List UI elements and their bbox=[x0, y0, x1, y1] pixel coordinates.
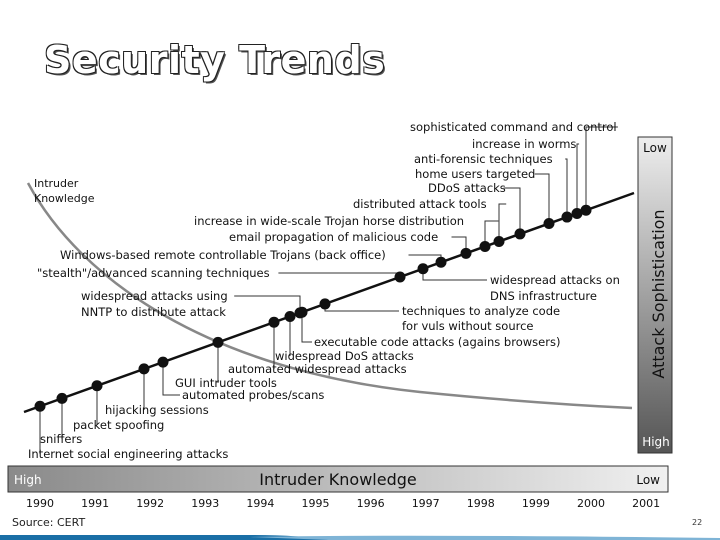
event-label-18: DDoS attacks bbox=[428, 181, 506, 195]
event-marker-11 bbox=[319, 298, 331, 310]
event-leader-17 bbox=[498, 203, 507, 242]
event-label-13-line2: DNS infrastructure bbox=[490, 289, 597, 303]
event-marker-7 bbox=[268, 316, 280, 328]
event-marker-6 bbox=[212, 336, 224, 348]
event-leader-9 bbox=[301, 312, 312, 343]
year-label-1995: 1995 bbox=[302, 497, 330, 510]
event-marker-17 bbox=[493, 235, 505, 247]
event-label-21: increase in worms bbox=[472, 137, 576, 151]
slide-footer-decoration bbox=[0, 535, 720, 540]
year-label-1994: 1994 bbox=[246, 497, 274, 510]
event-marker-1 bbox=[34, 400, 46, 412]
event-marker-12 bbox=[394, 271, 406, 283]
year-axis: 1990 1991 1992 1993 1994 1995 1996 1997 1998 1999… bbox=[26, 497, 660, 510]
bottom-bar-low-label: Low bbox=[636, 473, 660, 487]
bottom-bar-high-label: High bbox=[14, 473, 42, 487]
event-label-11-line2: for vuls without source bbox=[402, 319, 533, 333]
event-label-4: hijacking sessions bbox=[105, 403, 209, 417]
event-leader-11 bbox=[324, 303, 399, 312]
event-marker-10 bbox=[294, 307, 306, 319]
intruder-knowledge-curve bbox=[26, 182, 633, 410]
year-label-1990: 1990 bbox=[26, 497, 54, 510]
source-note: Source: CERT bbox=[12, 516, 86, 529]
year-label-1992: 1992 bbox=[136, 497, 164, 510]
event-leader-18 bbox=[503, 187, 521, 234]
page-number: 22 bbox=[692, 518, 703, 527]
event-leader-12 bbox=[278, 272, 401, 278]
event-marker-13 bbox=[417, 263, 429, 275]
event-marker-15 bbox=[460, 247, 472, 259]
event-marker-18 bbox=[514, 228, 526, 240]
event-label-1: Internet social engineering attacks bbox=[28, 447, 228, 461]
event-marker-5 bbox=[157, 356, 169, 368]
event-marker-21 bbox=[571, 207, 583, 219]
event-leader-22 bbox=[585, 126, 618, 211]
event-label-14: Windows-based remote controllable Trojan… bbox=[60, 248, 386, 262]
slide-title: Security Trends bbox=[44, 38, 386, 82]
event-label-12: "stealth"/advanced scanning techniques bbox=[37, 266, 270, 280]
curve-label-line1: Intruder bbox=[34, 177, 79, 190]
year-label-1991: 1991 bbox=[81, 497, 109, 510]
bottom-bar-title: Intruder Knowledge bbox=[259, 470, 416, 489]
event-marker-22 bbox=[580, 204, 592, 216]
event-leader-16 bbox=[484, 220, 499, 247]
curve-label-line2: Knowledge bbox=[34, 192, 95, 205]
event-label-22: sophisticated command and control bbox=[410, 120, 617, 134]
side-bar-low-label: Low bbox=[643, 141, 667, 155]
event-leader-20 bbox=[565, 158, 568, 218]
event-label-10-line2: NNTP to distribute attack bbox=[81, 305, 226, 319]
event-label-11-line1: techniques to analyze code bbox=[402, 304, 560, 318]
event-label-6: GUI intruder tools bbox=[175, 376, 277, 390]
year-label-2001: 2001 bbox=[632, 497, 660, 510]
event-label-17: distributed attack tools bbox=[353, 197, 487, 211]
event-marker-3 bbox=[91, 380, 103, 392]
event-leader-21 bbox=[576, 143, 580, 214]
year-label-1993: 1993 bbox=[191, 497, 219, 510]
event-label-5: automated probes/scans bbox=[182, 388, 324, 402]
event-label-3: packet spoofing bbox=[73, 418, 164, 432]
event-leader-19 bbox=[534, 173, 550, 224]
event-label-8: widespread DoS attacks bbox=[275, 349, 414, 363]
event-labels: Internet social engineering attackssniff… bbox=[28, 120, 620, 461]
attack-sophistication-bar bbox=[637, 136, 673, 454]
year-label-1999: 1999 bbox=[522, 497, 550, 510]
event-marker-8 bbox=[284, 311, 296, 323]
event-label-16: increase in wide-scale Trojan horse dist… bbox=[194, 214, 464, 228]
event-leader-13 bbox=[422, 268, 487, 281]
event-marker-19 bbox=[543, 218, 555, 230]
side-bar-title: Attack Sophistication bbox=[649, 209, 668, 378]
event-markers bbox=[34, 204, 592, 412]
event-label-9: executable code attacks (agains browsers… bbox=[314, 335, 560, 349]
year-label-2000: 2000 bbox=[577, 497, 605, 510]
event-label-2: sniffers bbox=[40, 432, 82, 446]
year-label-1997: 1997 bbox=[412, 497, 440, 510]
year-label-1998: 1998 bbox=[467, 497, 495, 510]
event-label-10-line1: widespread attacks using bbox=[81, 289, 228, 303]
event-leader-10 bbox=[234, 295, 301, 313]
side-bar-high-label: High bbox=[642, 435, 670, 449]
event-label-15: email propagation of malicious code bbox=[229, 230, 438, 244]
event-leader-5 bbox=[162, 362, 180, 396]
event-marker-14 bbox=[435, 256, 447, 268]
event-marker-2 bbox=[56, 392, 68, 404]
event-marker-20 bbox=[561, 211, 573, 223]
year-label-1996: 1996 bbox=[357, 497, 385, 510]
event-label-7: automated widespread attacks bbox=[228, 362, 407, 376]
event-marker-16 bbox=[479, 240, 491, 252]
intruder-knowledge-bar bbox=[7, 465, 669, 493]
event-label-19: home users targeted bbox=[415, 167, 535, 181]
event-label-20: anti-forensic techniques bbox=[414, 152, 553, 166]
event-label-13-line1: widespread attacks on bbox=[490, 273, 620, 287]
event-marker-4 bbox=[138, 363, 150, 375]
